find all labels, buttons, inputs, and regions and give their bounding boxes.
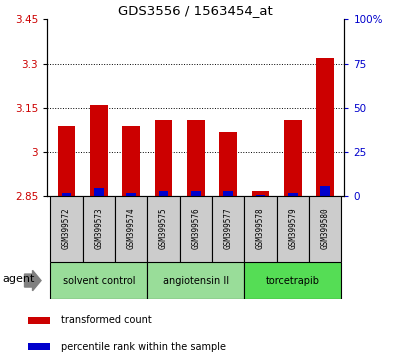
Text: percentile rank within the sample: percentile rank within the sample (61, 342, 225, 352)
Bar (222, 191, 232, 196)
Bar (28, 343, 50, 350)
FancyBboxPatch shape (244, 262, 340, 299)
Text: torcetrapib: torcetrapib (265, 275, 319, 286)
Bar (219, 132, 236, 196)
Text: GSM399579: GSM399579 (288, 207, 297, 249)
Text: angiotensin II: angiotensin II (162, 275, 228, 286)
Bar (283, 120, 301, 196)
FancyBboxPatch shape (244, 196, 276, 262)
FancyBboxPatch shape (211, 196, 244, 262)
Bar (287, 193, 297, 196)
Bar (94, 188, 103, 196)
Text: GSM399577: GSM399577 (223, 207, 232, 249)
Bar (319, 186, 329, 196)
Text: GSM399580: GSM399580 (320, 207, 329, 249)
FancyBboxPatch shape (115, 196, 147, 262)
FancyBboxPatch shape (147, 262, 244, 299)
Text: GSM399575: GSM399575 (159, 207, 168, 249)
Bar (158, 191, 168, 196)
Title: GDS3556 / 1563454_at: GDS3556 / 1563454_at (118, 4, 272, 17)
Bar (58, 126, 75, 196)
FancyArrow shape (25, 270, 41, 291)
Text: transformed count: transformed count (61, 315, 151, 325)
Bar (187, 120, 204, 196)
FancyBboxPatch shape (179, 196, 211, 262)
FancyBboxPatch shape (308, 196, 340, 262)
Text: GSM399578: GSM399578 (255, 207, 264, 249)
Bar (191, 191, 200, 196)
Text: solvent control: solvent control (63, 275, 135, 286)
Bar (28, 316, 50, 324)
Bar (61, 193, 71, 196)
Text: agent: agent (2, 274, 35, 284)
FancyBboxPatch shape (147, 196, 179, 262)
Text: GSM399574: GSM399574 (126, 207, 135, 249)
Bar (122, 126, 140, 196)
FancyBboxPatch shape (83, 196, 115, 262)
Text: GSM399572: GSM399572 (62, 207, 71, 249)
FancyBboxPatch shape (50, 196, 83, 262)
Bar (251, 190, 269, 196)
Text: GSM399576: GSM399576 (191, 207, 200, 249)
Bar (90, 105, 108, 196)
Bar (154, 120, 172, 196)
Bar (255, 195, 265, 196)
Text: GSM399573: GSM399573 (94, 207, 103, 249)
FancyBboxPatch shape (276, 196, 308, 262)
Bar (126, 193, 136, 196)
FancyBboxPatch shape (50, 262, 147, 299)
Bar (315, 58, 333, 196)
